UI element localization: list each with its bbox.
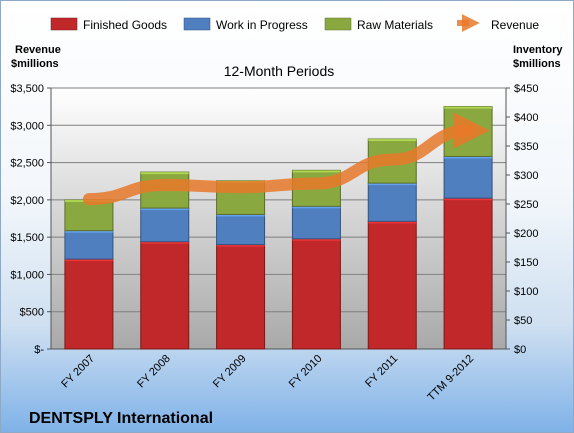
x-axis-ticks: FY 2007 FY 2008 FY 2009 FY 2010 FY 2011 TTM 9… [59, 353, 476, 404]
bar-work-in-progress [216, 213, 266, 246]
legend-label-raw-materials: Raw Materials [357, 18, 433, 32]
x-tick-label: TTM 9-2012 [425, 353, 476, 404]
bar-finished-goods-highlight [444, 198, 493, 201]
left-tick-label: $2,500 [10, 158, 44, 170]
revenue-arrow [82, 112, 490, 206]
left-axis-title-line1: Revenue [15, 44, 61, 56]
right-tick-label: $400 [514, 112, 538, 124]
bar-work-in-progress-highlight [64, 230, 113, 233]
left-tick-label: $- [34, 344, 44, 356]
revenue-line [82, 112, 490, 206]
right-axis-title-line2: $millions [513, 58, 561, 70]
x-tick-label: FY 2010 [287, 353, 325, 391]
left-tick-label: $500 [20, 307, 44, 319]
x-tick-label: FY 2011 [363, 353, 400, 390]
bar-work-in-progress-highlight [368, 183, 417, 186]
right-tick-label: $200 [514, 228, 538, 240]
gridlines [51, 87, 506, 350]
bar-finished-goods [216, 244, 266, 350]
bar-finished-goods [64, 258, 114, 350]
bar-raw-materials-highlight [292, 170, 341, 173]
bar-work-in-progress-highlight [292, 206, 341, 209]
right-tick-label: $50 [514, 315, 532, 327]
bar-work-in-progress [291, 205, 341, 240]
left-tick-label: $1,500 [10, 232, 44, 244]
left-tick-label: $2,000 [10, 195, 44, 207]
x-tick-label: FY 2008 [135, 353, 173, 391]
legend-swatch-work-in-progress [183, 17, 211, 31]
right-tick-label: $450 [514, 83, 538, 95]
bar-work-in-progress [64, 230, 114, 260]
bar-finished-goods [367, 220, 417, 350]
legend: Finished Goods Work in Progress Raw Mate… [50, 14, 539, 32]
right-tick-label: $150 [514, 257, 538, 269]
legend-swatch-finished-goods [50, 17, 78, 31]
bar-finished-goods-highlight [292, 238, 341, 241]
right-tick-label: $350 [514, 141, 538, 153]
bar-finished-goods [443, 197, 493, 350]
legend-swatch-raw-materials [324, 17, 352, 31]
left-tick-label: $3,000 [10, 120, 44, 132]
bar-finished-goods-highlight [368, 221, 417, 224]
x-tick-label: FY 2009 [211, 353, 249, 391]
company-name: DENTSPLY International [29, 410, 213, 427]
legend-label-revenue: Revenue [491, 18, 539, 32]
bar-finished-goods [291, 238, 341, 350]
left-axis-ticks: $- $500 $1,000 $1,500 $2,000 $2,500 $3,000 $3,5… [10, 83, 52, 356]
bar-work-in-progress-highlight [444, 156, 493, 159]
bar-work-in-progress-highlight [140, 208, 189, 211]
bar-finished-goods-highlight [216, 244, 265, 247]
left-axis-title-line2: $millions [11, 58, 59, 70]
right-tick-label: $0 [514, 344, 526, 356]
bar-finished-goods-highlight [64, 259, 113, 262]
right-tick-label: $300 [514, 170, 538, 182]
bar-work-in-progress [140, 207, 190, 243]
plot-area [51, 88, 506, 349]
bar-work-in-progress [367, 182, 417, 222]
bar-raw-materials-highlight [368, 139, 417, 142]
left-tick-label: $1,000 [10, 269, 44, 281]
bar-work-in-progress-highlight [216, 214, 265, 217]
bar-raw-materials-highlight [444, 106, 493, 109]
bar-finished-goods-highlight [140, 241, 189, 244]
bar-finished-goods [140, 241, 190, 350]
legend-label-finished-goods: Finished Goods [83, 18, 167, 32]
right-axis-ticks: $0 $50 $100 $150 $200 $250 $300 $350 $400 $450 [505, 83, 538, 356]
right-tick-label: $250 [514, 199, 538, 211]
bar-work-in-progress [443, 155, 493, 199]
right-tick-label: $100 [514, 286, 538, 298]
bar-raw-materials-highlight [140, 172, 189, 175]
x-tick-label: FY 2007 [59, 353, 97, 391]
chart-subtitle: 12-Month Periods [224, 63, 335, 79]
left-tick-label: $3,500 [10, 83, 44, 95]
right-axis-title-line1: Inventory [513, 44, 563, 56]
legend-label-work-in-progress: Work in Progress [216, 18, 308, 32]
